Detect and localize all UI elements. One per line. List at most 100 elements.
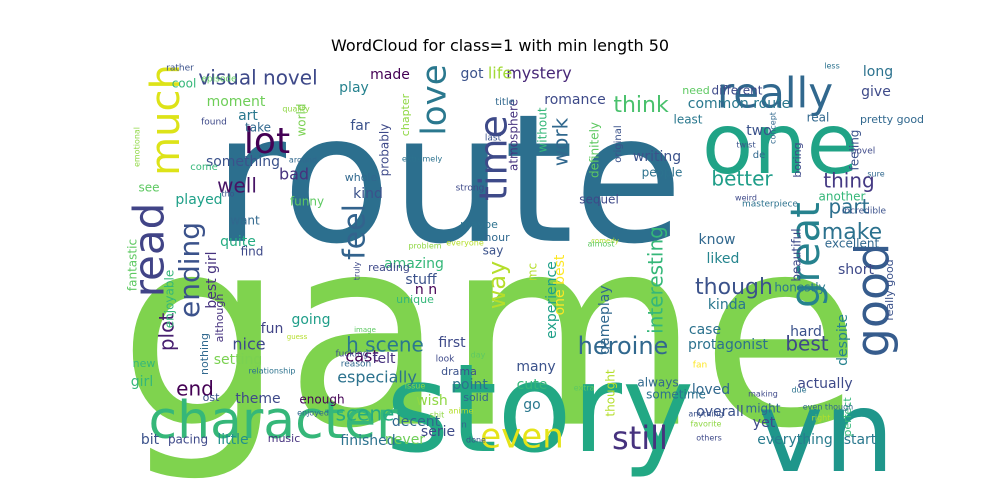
word-much: much <box>143 64 189 176</box>
word-make: make <box>822 220 882 245</box>
word-moment: moment <box>207 94 266 110</box>
word-point: point <box>452 377 488 393</box>
word-best-girl: best girl <box>204 251 220 308</box>
word-shit: shit <box>430 411 445 420</box>
word-interesting: interesting <box>644 226 668 334</box>
word-even-though: even though <box>803 403 854 412</box>
word-anime: anime <box>449 407 474 416</box>
word-incredible: incredible <box>842 207 887 217</box>
word-although: although <box>213 294 226 343</box>
word-whole: whole <box>345 171 378 184</box>
word-twist: twist <box>736 141 755 150</box>
word-wish: wish <box>416 393 448 409</box>
word-find: find <box>241 245 264 259</box>
word-something: something <box>206 154 280 170</box>
word-cool: cool <box>172 77 197 91</box>
word-right: right <box>812 414 831 423</box>
word-feeling: feeling <box>848 130 862 171</box>
word-funny: funny <box>290 195 324 209</box>
word-great: great <box>783 202 829 308</box>
word-girl: girl <box>131 374 153 390</box>
word-story: story <box>386 338 694 480</box>
word-reason: reason <box>341 360 371 370</box>
word-sequel: sequel <box>579 193 619 207</box>
word-cute: cute <box>517 377 548 393</box>
word-new: new <box>133 357 156 370</box>
word-plot: plot <box>155 313 179 351</box>
word-far: far <box>350 118 370 134</box>
word-nice: nice <box>232 335 265 354</box>
word-see: see <box>138 181 159 195</box>
word-masterpiece: masterpiece <box>742 200 798 210</box>
word-reading: reading <box>368 261 410 274</box>
word-best: best <box>785 332 828 356</box>
word-mystery: mystery <box>506 64 572 83</box>
word-many: many <box>516 359 555 375</box>
word-amazing: amazing <box>384 256 444 272</box>
word-mc: mc <box>526 263 540 281</box>
word-issue: issue <box>405 382 426 391</box>
word-theme: theme <box>235 391 280 407</box>
word-world: world <box>295 103 309 136</box>
word-others: others <box>696 434 721 443</box>
word-finished: finished <box>340 433 395 449</box>
word-unique: unique <box>396 293 434 306</box>
word-around: around <box>289 156 317 165</box>
word-felt: felt <box>373 351 396 367</box>
word-beautiful: beautiful <box>790 228 804 281</box>
word-even: even <box>480 417 564 457</box>
word-favorite: favorite <box>691 420 722 429</box>
word-first: first <box>438 335 466 351</box>
word-say: say <box>483 244 504 258</box>
word-title: title <box>495 97 515 108</box>
word-concept: concept <box>769 112 778 144</box>
word-better: better <box>711 167 773 191</box>
word-thought: thought <box>604 369 618 416</box>
word-art: art <box>238 108 258 124</box>
word-think: think <box>613 93 669 118</box>
word-truly: truly <box>353 262 362 281</box>
word-novel: novel <box>851 147 876 157</box>
chart-title: WordCloud for class=1 with min length 50 <box>330 36 670 55</box>
word-atmosphere: atmosphere <box>507 99 521 171</box>
word-ost: ost <box>203 391 220 404</box>
word-different: different <box>712 84 763 98</box>
word-part: part <box>828 195 869 219</box>
word-kinda: kinda <box>708 297 746 313</box>
word-n: n <box>461 421 467 431</box>
word-music: music <box>268 432 301 445</box>
word-enough: enough <box>299 393 344 407</box>
word-still: still <box>612 419 668 457</box>
word-way: way <box>483 261 511 310</box>
word-comedy: comedy <box>591 237 619 245</box>
word-image: image <box>354 326 376 334</box>
word-anything: anything <box>688 410 723 419</box>
word-might: might <box>746 402 781 416</box>
word-everything: everything <box>757 432 833 448</box>
word-definitely: definitely <box>588 122 602 178</box>
word-day: day <box>471 351 486 360</box>
word-work: work <box>549 117 573 166</box>
word-enjoyable: enjoyable <box>163 270 177 328</box>
word-less: less <box>824 62 839 71</box>
word-experience: experience <box>544 261 560 339</box>
word-relationship: relationship <box>248 367 295 376</box>
word-case: case <box>689 322 721 338</box>
word-feel: feel <box>338 204 373 260</box>
word-give: give <box>861 84 891 100</box>
word-drama: drama <box>441 365 477 378</box>
word-visual-novel: visual novel <box>198 66 317 90</box>
word-vn: vn <box>757 368 894 498</box>
word-loved: loved <box>692 382 730 398</box>
word-people: people <box>642 166 683 180</box>
word-last: last <box>485 134 502 144</box>
word-gameplay: gameplay <box>597 285 613 354</box>
word-short: short <box>838 262 874 278</box>
word-one: one <box>702 95 858 193</box>
word-bit: bit <box>141 432 160 448</box>
word-extremely: extremely <box>402 155 443 164</box>
word-hard: hard <box>790 324 822 340</box>
word-stuff: stuff <box>405 272 437 288</box>
word-guess: guess <box>287 333 308 341</box>
word-de: de <box>753 150 766 161</box>
